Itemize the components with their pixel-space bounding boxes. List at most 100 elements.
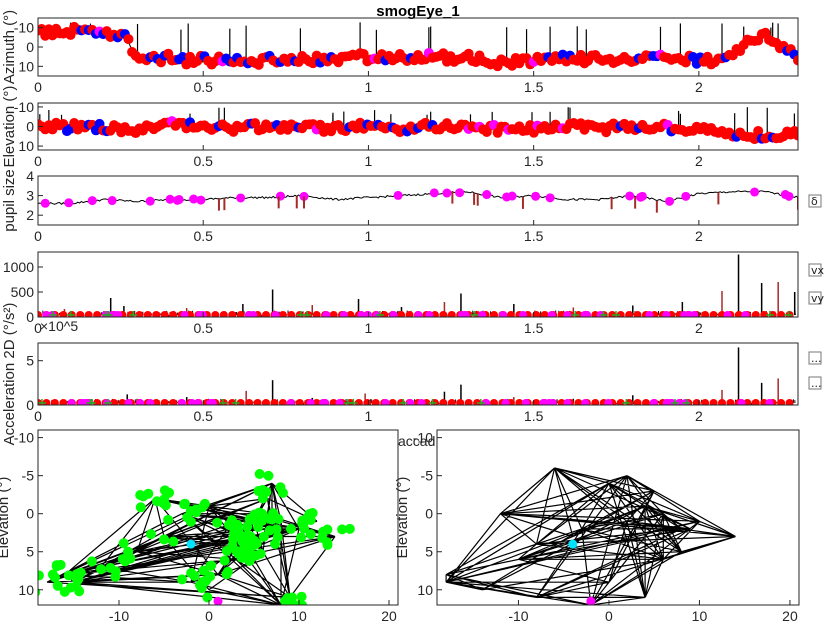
- event-marker: [308, 58, 319, 69]
- x-tick-label: 1.5: [524, 79, 544, 95]
- x-tick-label: 1: [365, 408, 373, 424]
- fixation-marker: [305, 514, 316, 525]
- baseline-marker: [532, 311, 541, 317]
- x-tick-label: 2: [695, 228, 703, 244]
- fixation-marker: [296, 591, 307, 602]
- blink-marker: [406, 399, 415, 405]
- x-tick-label: 1: [365, 79, 373, 95]
- baseline-marker: [701, 399, 710, 405]
- plot-area-gaze-scatter-saccades: [38, 468, 355, 605]
- blink-marker: [547, 311, 556, 317]
- baseline-marker: [169, 311, 178, 317]
- delta-checkbox[interactable]: δ: [808, 194, 822, 208]
- x-tick-label: 1.5: [524, 228, 544, 244]
- y-tick-label: 0: [26, 506, 34, 522]
- baseline-marker: [363, 399, 372, 405]
- fixation-marker: [179, 499, 190, 510]
- blink-marker: [429, 188, 439, 198]
- baseline-marker: [701, 311, 710, 317]
- star-marker: [296, 311, 305, 317]
- star-marker: [622, 399, 631, 405]
- baseline-marker: [160, 399, 169, 405]
- blink-marker: [136, 399, 145, 405]
- blink-marker: [442, 188, 452, 198]
- fixation-marker: [344, 523, 355, 534]
- checkbox-box[interactable]: [808, 376, 822, 390]
- blink-marker: [604, 399, 613, 405]
- fixation-marker: [212, 517, 223, 528]
- blink-marker: [664, 399, 673, 405]
- fixation-marker: [258, 531, 269, 542]
- baseline-marker: [709, 399, 718, 405]
- baseline-marker: [751, 311, 760, 317]
- blink-marker: [271, 311, 280, 317]
- x-tick-label: 0: [34, 228, 42, 244]
- blink-marker: [389, 311, 398, 317]
- baseline-marker: [532, 399, 541, 405]
- blink-marker: [206, 399, 215, 405]
- star-marker: [104, 399, 113, 405]
- option-checkbox-2[interactable]: ...: [808, 376, 822, 390]
- baseline-marker: [439, 311, 448, 317]
- baseline-marker: [388, 399, 397, 405]
- baseline-marker: [211, 311, 220, 317]
- fixation-marker: [244, 555, 255, 566]
- x-tick-label: 1.5: [524, 408, 544, 424]
- baseline-marker: [709, 311, 718, 317]
- baseline-marker: [633, 311, 642, 317]
- star-marker: [599, 311, 608, 317]
- fixation-marker: [118, 538, 129, 549]
- fixation-marker: [247, 514, 258, 525]
- checkbox-box[interactable]: [808, 263, 822, 277]
- y-tick-label: 5: [425, 544, 433, 560]
- y-tick-label: 2: [26, 207, 34, 223]
- y-tick-label: -10: [413, 430, 433, 446]
- x-tick-label: -10: [508, 608, 528, 624]
- event-marker: [749, 134, 760, 145]
- x-tick-label: 2: [695, 153, 703, 169]
- blink-marker: [649, 399, 658, 405]
- vx-checkbox[interactable]: vx: [808, 263, 825, 277]
- baseline-marker: [143, 311, 152, 317]
- fixation-marker: [185, 516, 196, 527]
- fixation-marker: [224, 520, 235, 531]
- y-axis-label-acceleration: Acceleration 2D (°/s²): [1, 303, 18, 446]
- x-tick-label: 1: [365, 320, 373, 336]
- blink-marker: [681, 191, 691, 201]
- x-tick-label: 20: [782, 608, 798, 624]
- baseline-marker: [245, 399, 254, 405]
- baseline-marker: [633, 399, 642, 405]
- y-tick-label: -10: [14, 20, 34, 36]
- vy-checkbox[interactable]: vy: [808, 291, 825, 305]
- blink-marker: [521, 399, 530, 405]
- x-tick-label: 0: [605, 608, 613, 624]
- fixation-marker: [159, 534, 170, 545]
- baseline-marker: [93, 311, 102, 317]
- checkbox-box[interactable]: [808, 351, 822, 365]
- blink-marker: [482, 190, 492, 200]
- fixation-marker: [275, 482, 286, 493]
- y-tick-label: 5: [26, 353, 34, 369]
- y-tick-label: 10: [18, 582, 34, 598]
- y-tick-label: -5: [22, 468, 35, 484]
- blink-marker: [107, 196, 117, 206]
- y-tick-label: -10: [14, 430, 34, 446]
- axes-box-gaze-scatter-saccades: [37, 429, 399, 606]
- checkbox-box[interactable]: [808, 194, 822, 208]
- panel-gaze-scatter-saccades: -10 0 10 20 -10 -5 0 5 10 Elevation (°): [0, 429, 399, 624]
- blink-marker: [322, 311, 331, 317]
- baseline-marker: [262, 399, 270, 405]
- x-tick-label: 0: [34, 79, 42, 95]
- x-tick-label: 20: [381, 608, 397, 624]
- plot-area-gaze-trace: [445, 467, 736, 605]
- event-marker: [123, 34, 134, 45]
- fixation-marker: [135, 490, 146, 501]
- blink-marker: [172, 195, 182, 205]
- baseline-marker: [751, 399, 760, 405]
- fixation-marker: [135, 502, 146, 513]
- fixation-marker: [86, 556, 97, 567]
- option-checkbox-1[interactable]: ...: [808, 351, 822, 365]
- star-marker: [129, 311, 138, 317]
- checkbox-box[interactable]: [808, 291, 822, 305]
- y-tick-label: 10: [18, 138, 34, 154]
